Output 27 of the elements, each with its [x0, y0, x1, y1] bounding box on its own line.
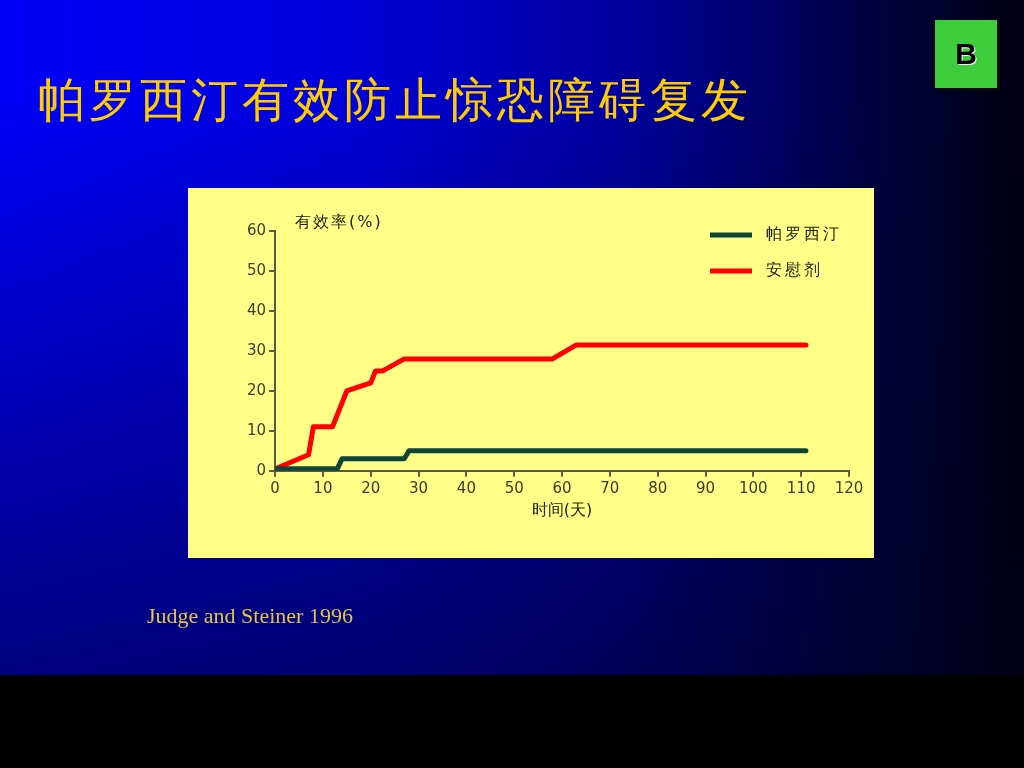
x-tick-label: 80	[648, 478, 668, 497]
y-tick-label: 60	[246, 220, 267, 239]
x-tick-label: 110	[786, 478, 816, 497]
letter-badge: B	[935, 20, 997, 88]
x-tick-label: 10	[313, 478, 333, 497]
x-tick-label: 0	[270, 478, 280, 497]
chart-title: 帕罗西汀有效防止惊恐障碍复发	[38, 72, 752, 128]
x-tick-label: 60	[552, 478, 572, 497]
y-tick-label: 30	[246, 340, 267, 359]
y-tick-label: 10	[246, 420, 267, 439]
y-tick-label: 0	[256, 460, 267, 479]
x-tick-label: 50	[504, 478, 524, 497]
y-tick-label: 50	[246, 260, 267, 279]
x-tick-label: 20	[361, 478, 381, 497]
text: Judge and Steiner 1996	[147, 603, 353, 629]
legend-label: 帕罗西汀	[766, 224, 842, 244]
x-tick-label: 30	[409, 478, 429, 497]
legend-label: 安慰剂	[766, 260, 823, 280]
x-tick-label: 40	[456, 478, 476, 497]
x-tick-label: 100	[739, 478, 768, 497]
y-tick-label: 40	[246, 300, 267, 319]
y-tick-label: 20	[246, 380, 267, 399]
x-tick-label: 90	[695, 478, 716, 497]
x-axis-title: 时间(天)	[531, 499, 593, 519]
x-tick-label: 120	[834, 478, 864, 497]
y-axis-title: 有效率(%)	[295, 212, 383, 232]
x-tick-label: 70	[600, 478, 620, 497]
